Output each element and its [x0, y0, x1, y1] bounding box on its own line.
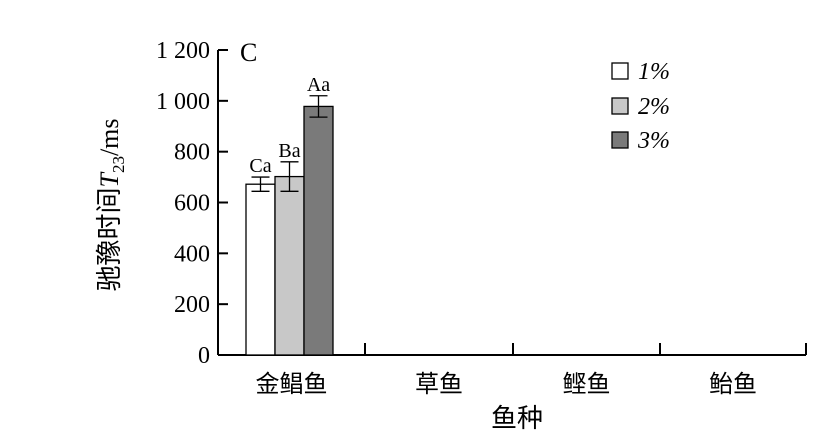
y-axis-title-subscript: 23	[109, 156, 128, 173]
axes-group: 0 200 400 600 800 1 000 1 200 金鲳鱼 草鱼 鲣鱼 鲐鱼	[156, 38, 807, 398]
bars-group: Ca Ba Aa	[245, 74, 334, 356]
legend: 1% 2% 3%	[611, 59, 670, 154]
y-tick-label: 400	[174, 241, 210, 267]
legend-swatch	[611, 97, 629, 115]
x-category-label: 草鱼	[415, 370, 463, 398]
y-axis-title-prefix: 驰豫时间	[95, 188, 125, 292]
legend-swatch	[611, 62, 629, 80]
panel-label: C	[240, 38, 257, 67]
y-tick-label: 200	[174, 292, 210, 318]
y-tick-label: 1 200	[156, 38, 210, 64]
y-axis-title: 驰豫时间T23/ms	[95, 118, 128, 291]
titles-group: C 鱼种 驰豫时间T23/ms	[95, 38, 543, 434]
y-tick-label: 600	[174, 191, 210, 217]
y-axis-title-unit: /ms	[95, 118, 124, 156]
legend-label: 3%	[637, 128, 670, 154]
bar-data-label: Ca	[249, 155, 271, 177]
bar	[245, 183, 276, 356]
y-tick-label: 800	[174, 140, 210, 166]
x-category-label: 鲣鱼	[563, 370, 611, 398]
bar	[274, 175, 305, 356]
y-axis-title-symbol: T	[95, 172, 124, 188]
bar-data-label: Ba	[278, 140, 300, 162]
legend-label: 2%	[638, 94, 670, 120]
legend-swatch	[611, 131, 629, 149]
y-tick-label: 0	[198, 343, 210, 369]
x-category-label: 鲐鱼	[709, 370, 757, 398]
x-axis-title: 鱼种	[491, 404, 543, 434]
bar	[303, 105, 334, 356]
y-tick-label: 1 000	[156, 89, 210, 115]
legend-label: 1%	[638, 59, 670, 85]
x-category-label: 金鲳鱼	[256, 370, 328, 398]
bar-data-label: Aa	[307, 74, 330, 96]
